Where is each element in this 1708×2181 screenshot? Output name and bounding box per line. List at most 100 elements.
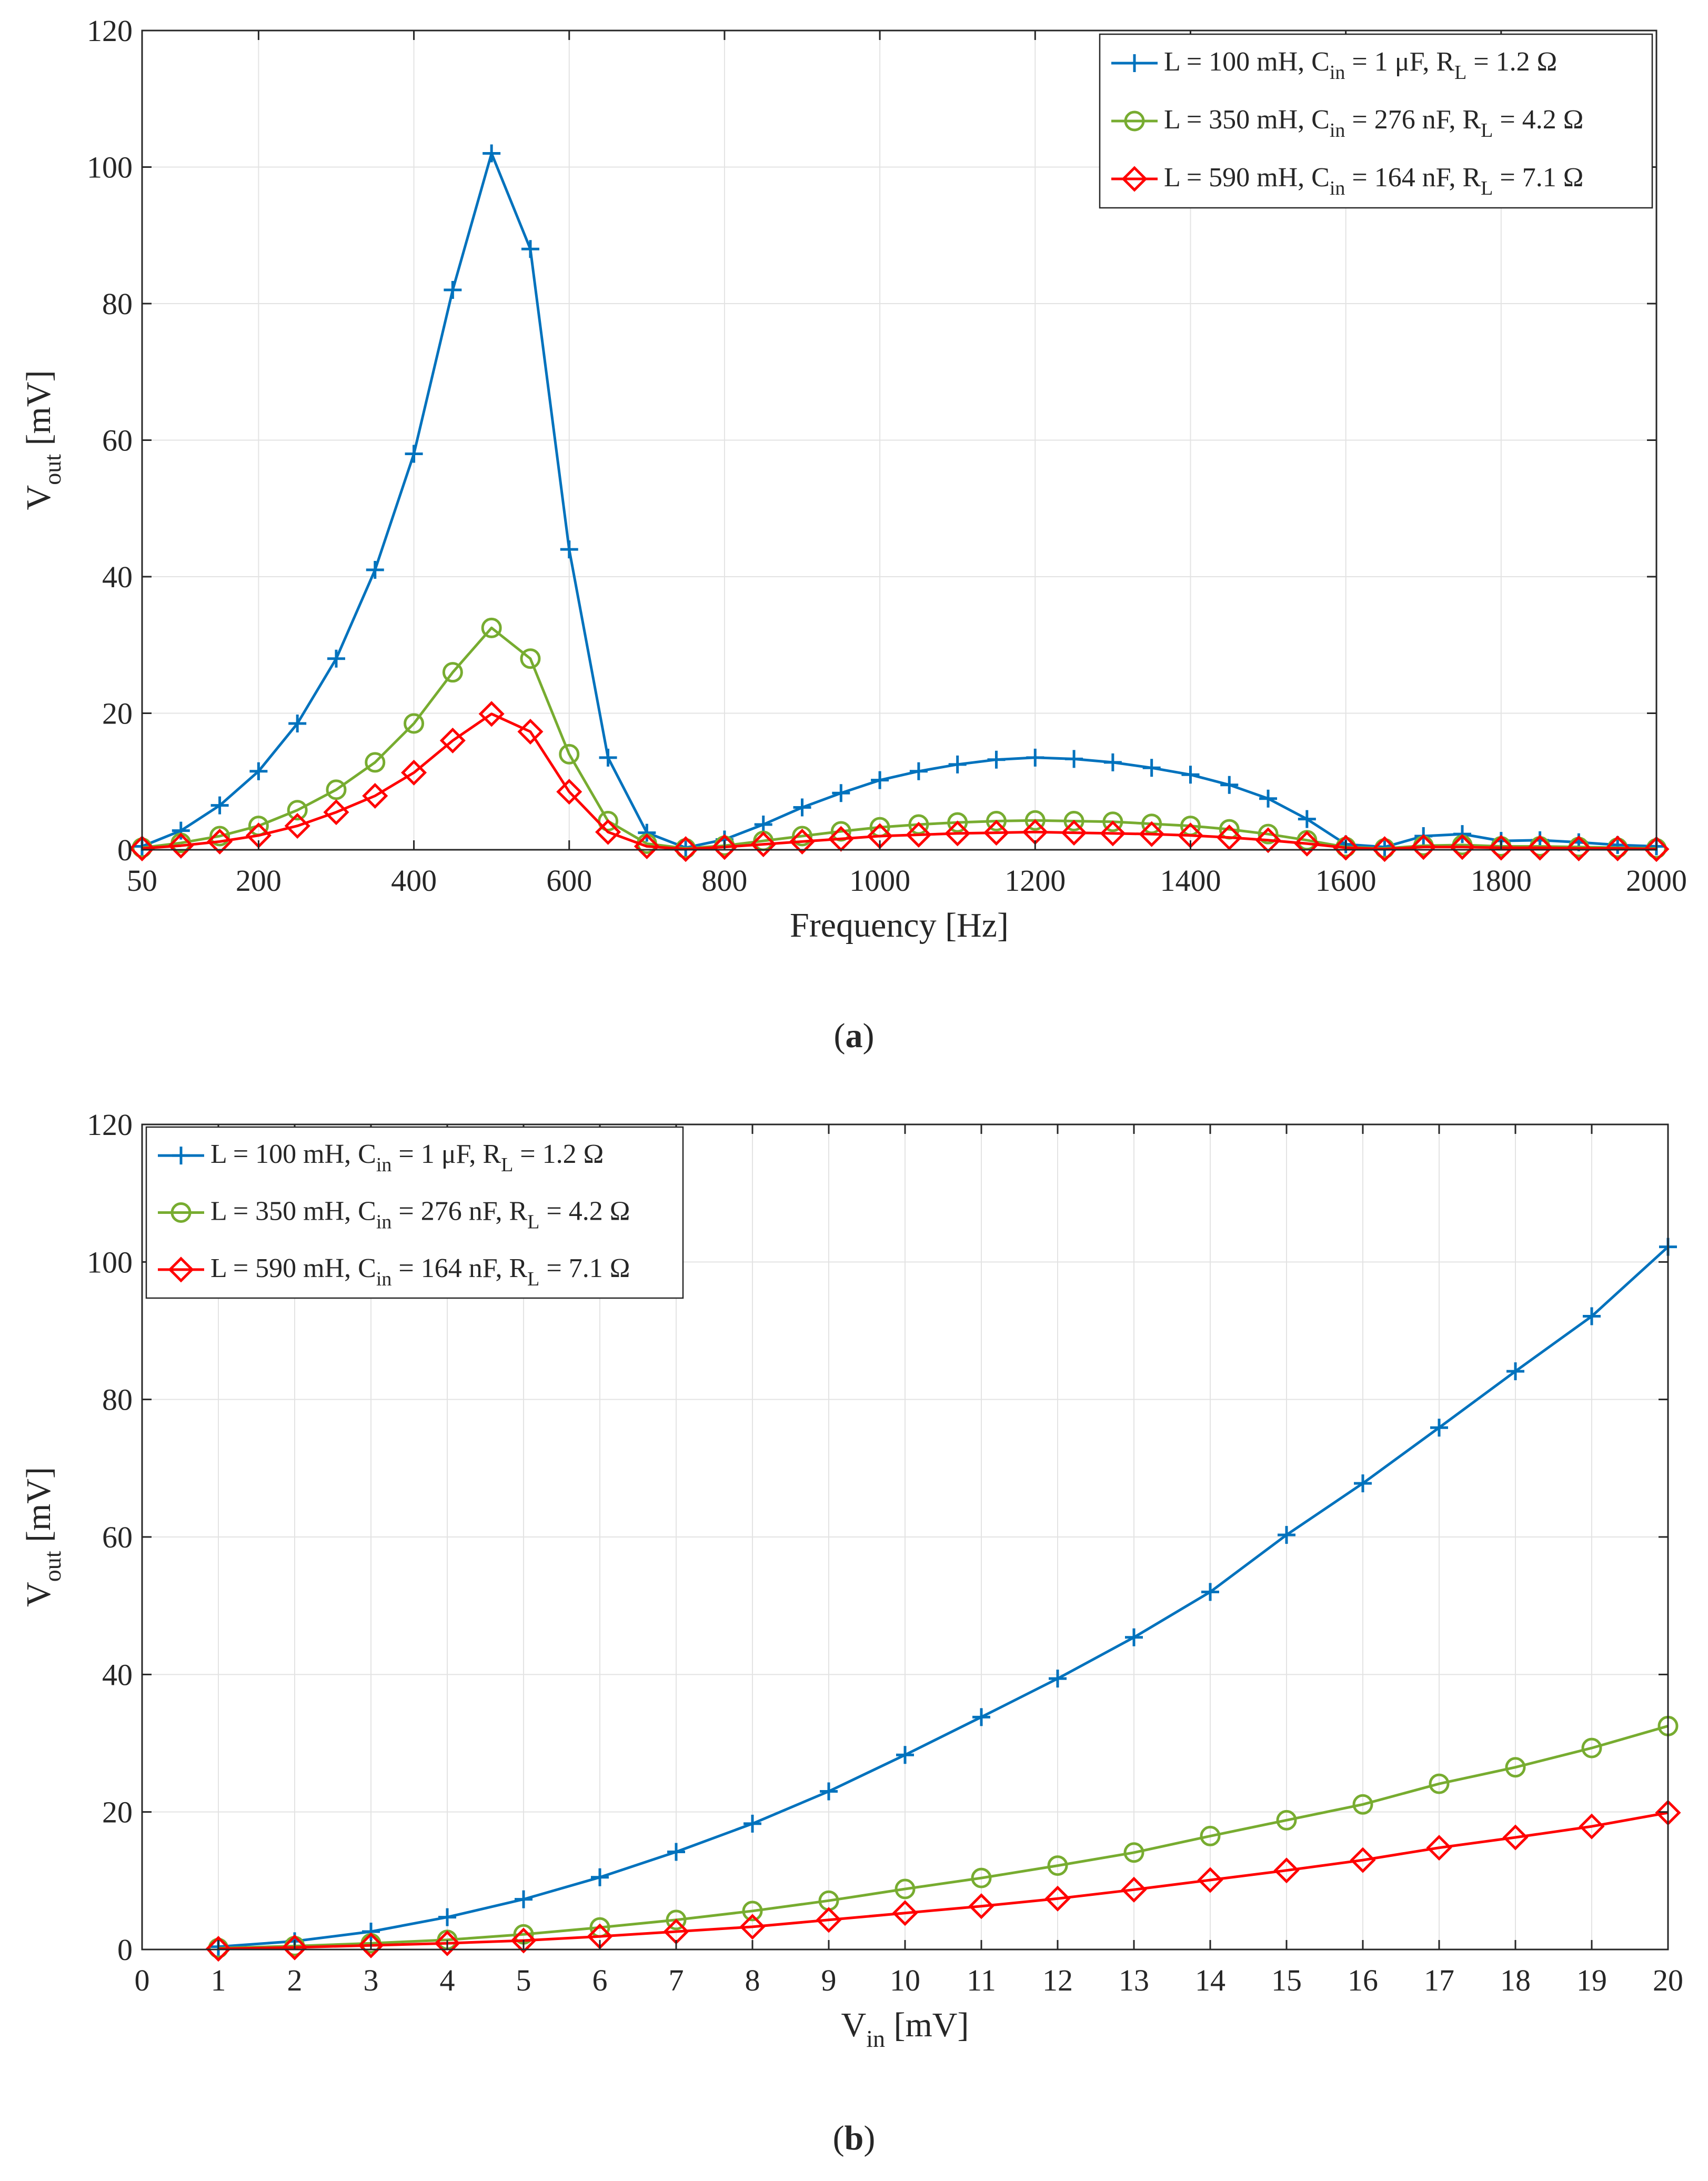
data-point bbox=[744, 1814, 761, 1833]
x-tick-label: 1400 bbox=[1160, 863, 1221, 898]
data-point bbox=[634, 833, 660, 860]
x-tick-label: 10 bbox=[890, 1963, 920, 1997]
y-tick-label: 20 bbox=[102, 697, 133, 731]
x-tick-label: 18 bbox=[1500, 1963, 1531, 1997]
data-point bbox=[282, 1934, 308, 1961]
x-tick-label: 2000 bbox=[1626, 863, 1687, 898]
data-point bbox=[1352, 1794, 1373, 1815]
data-point bbox=[284, 813, 310, 839]
data-point bbox=[1350, 1847, 1376, 1873]
data-point bbox=[948, 755, 967, 773]
data-point bbox=[439, 727, 466, 753]
data-point bbox=[971, 1867, 992, 1888]
data-point bbox=[599, 748, 617, 767]
y-tick-label: 60 bbox=[102, 424, 133, 458]
data-point bbox=[1527, 835, 1553, 861]
data-point bbox=[510, 1927, 537, 1954]
data-point bbox=[521, 240, 539, 258]
data-point bbox=[1505, 1757, 1526, 1778]
data-point bbox=[1294, 830, 1320, 857]
data-point bbox=[1488, 835, 1514, 861]
data-point bbox=[1453, 825, 1472, 843]
y-tick-label: 0 bbox=[117, 833, 133, 867]
y-tick-label: 20 bbox=[102, 1795, 133, 1830]
data-point bbox=[1333, 835, 1359, 861]
data-point bbox=[896, 1746, 914, 1764]
data-point bbox=[1125, 1628, 1143, 1646]
x-tick-label: 0 bbox=[135, 1963, 150, 1997]
tick-labels: 0 1 2 3 4 5 6 7 8 9 10 11 12 13 14 15 16 17 18 19 2002040608… bbox=[87, 1108, 1683, 1997]
data-point bbox=[908, 814, 929, 835]
data-point bbox=[1063, 811, 1084, 832]
legend-label: L = 590 mH, Cin = 164 nF, RL = 7.1 Ω bbox=[210, 1253, 630, 1290]
data-point bbox=[444, 281, 462, 299]
data-point bbox=[591, 1868, 609, 1886]
x-tick-label: 2 bbox=[287, 1963, 303, 1997]
data-point bbox=[1430, 1419, 1448, 1437]
series-line bbox=[218, 1245, 1669, 1948]
legend-entry-1: L = 100 mH, Cin = 1 μF, RL = 1.2 Ω bbox=[1111, 47, 1557, 84]
data-point bbox=[520, 648, 541, 669]
data-point bbox=[129, 835, 155, 861]
data-point bbox=[1123, 1842, 1144, 1863]
legend-marker bbox=[1121, 166, 1148, 192]
data-point bbox=[754, 815, 772, 833]
data-point bbox=[1141, 813, 1162, 835]
data-point bbox=[1142, 759, 1161, 777]
legend-entry-3: L = 590 mH, Cin = 164 nF, RL = 7.1 Ω bbox=[158, 1253, 630, 1290]
data-point bbox=[442, 662, 463, 683]
data-point bbox=[1181, 766, 1200, 784]
data-point bbox=[365, 752, 386, 773]
data-point bbox=[559, 743, 580, 765]
x-tick-label: 19 bbox=[1576, 1963, 1607, 1997]
data-point bbox=[1047, 1855, 1068, 1876]
data-point bbox=[366, 561, 384, 579]
x-tick-label: 14 bbox=[1195, 1963, 1225, 1997]
data-point bbox=[1643, 836, 1670, 862]
data-point bbox=[1371, 836, 1398, 862]
data-point bbox=[792, 826, 813, 847]
legend: L = 100 mH, Cin = 1 μF, RL = 1.2 Ω L = 35… bbox=[145, 1126, 684, 1299]
data-point bbox=[1273, 1857, 1300, 1884]
data-point bbox=[1276, 1810, 1297, 1831]
data-point bbox=[1298, 810, 1316, 828]
data-point bbox=[793, 798, 811, 817]
data-point bbox=[434, 1930, 460, 1956]
data-point bbox=[666, 1909, 687, 1931]
x-tick-label: 8 bbox=[745, 1963, 760, 1997]
data-point bbox=[1579, 1813, 1605, 1840]
data-point bbox=[711, 834, 738, 860]
x-tick-label: 1600 bbox=[1315, 863, 1377, 898]
data-point bbox=[1258, 823, 1279, 845]
x-tick-label: 200 bbox=[236, 863, 282, 898]
data-point bbox=[209, 826, 230, 847]
x-tick-label: 1000 bbox=[849, 863, 910, 898]
x-axis-label: Frequency [Hz] bbox=[790, 906, 1009, 944]
data-point bbox=[871, 771, 889, 789]
legend-marker bbox=[1126, 54, 1143, 72]
data-point bbox=[1255, 827, 1281, 853]
series-line bbox=[142, 712, 1657, 851]
chart-panel-b: 0 1 2 3 4 5 6 7 8 9 10 11 12 13 14 15 16 17 18 19 2002040608… bbox=[19, 1108, 1683, 2157]
data-point bbox=[438, 1908, 456, 1926]
legend-entry-1: L = 100 mH, Cin = 1 μF, RL = 1.2 Ω bbox=[158, 1139, 604, 1176]
data-point bbox=[1026, 748, 1044, 767]
x-tick-label: 800 bbox=[701, 863, 747, 898]
x-tick-label: 7 bbox=[669, 1963, 684, 1997]
legend-marker bbox=[172, 1147, 190, 1165]
legend-marker bbox=[170, 1202, 192, 1223]
data-point bbox=[249, 762, 268, 780]
x-tick-label: 20 bbox=[1653, 1963, 1683, 1997]
x-tick-label: 12 bbox=[1042, 1963, 1073, 1997]
legend: L = 100 mH, Cin = 1 μF, RL = 1.2 Ω L = 35… bbox=[1099, 33, 1653, 209]
data-point bbox=[983, 820, 1010, 846]
panel-label: (b) bbox=[833, 2119, 876, 2157]
data-point bbox=[323, 799, 349, 826]
data-point bbox=[1565, 835, 1592, 861]
data-point bbox=[595, 819, 621, 845]
data-point bbox=[1449, 834, 1475, 860]
data-point bbox=[517, 718, 544, 745]
legend-label: L = 350 mH, Cin = 276 nF, RL = 4.2 Ω bbox=[210, 1197, 630, 1233]
data-point bbox=[667, 1843, 685, 1861]
